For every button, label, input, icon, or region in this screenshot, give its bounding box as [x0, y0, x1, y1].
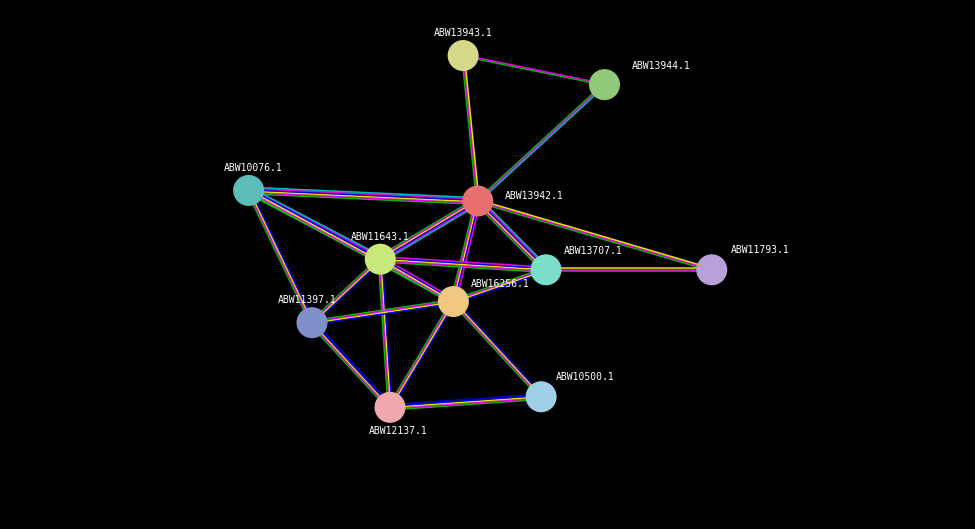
Ellipse shape — [697, 255, 726, 285]
Ellipse shape — [590, 70, 619, 99]
Text: ABW13943.1: ABW13943.1 — [434, 29, 492, 38]
Ellipse shape — [463, 186, 492, 216]
Text: ABW11397.1: ABW11397.1 — [278, 296, 336, 305]
Ellipse shape — [297, 308, 327, 338]
Text: ABW10076.1: ABW10076.1 — [224, 163, 283, 173]
Text: ABW16256.1: ABW16256.1 — [471, 279, 529, 289]
Ellipse shape — [448, 41, 478, 70]
Ellipse shape — [439, 287, 468, 316]
Ellipse shape — [531, 255, 561, 285]
Text: ABW13707.1: ABW13707.1 — [564, 247, 622, 256]
Text: ABW10500.1: ABW10500.1 — [556, 372, 614, 381]
Text: ABW11793.1: ABW11793.1 — [731, 245, 790, 254]
Ellipse shape — [234, 176, 263, 205]
Text: ABW11643.1: ABW11643.1 — [351, 232, 410, 242]
Ellipse shape — [366, 244, 395, 274]
Text: ABW13942.1: ABW13942.1 — [505, 191, 564, 200]
Text: ABW13944.1: ABW13944.1 — [632, 61, 690, 71]
Text: ABW12137.1: ABW12137.1 — [369, 426, 427, 436]
Ellipse shape — [526, 382, 556, 412]
Ellipse shape — [375, 393, 405, 422]
